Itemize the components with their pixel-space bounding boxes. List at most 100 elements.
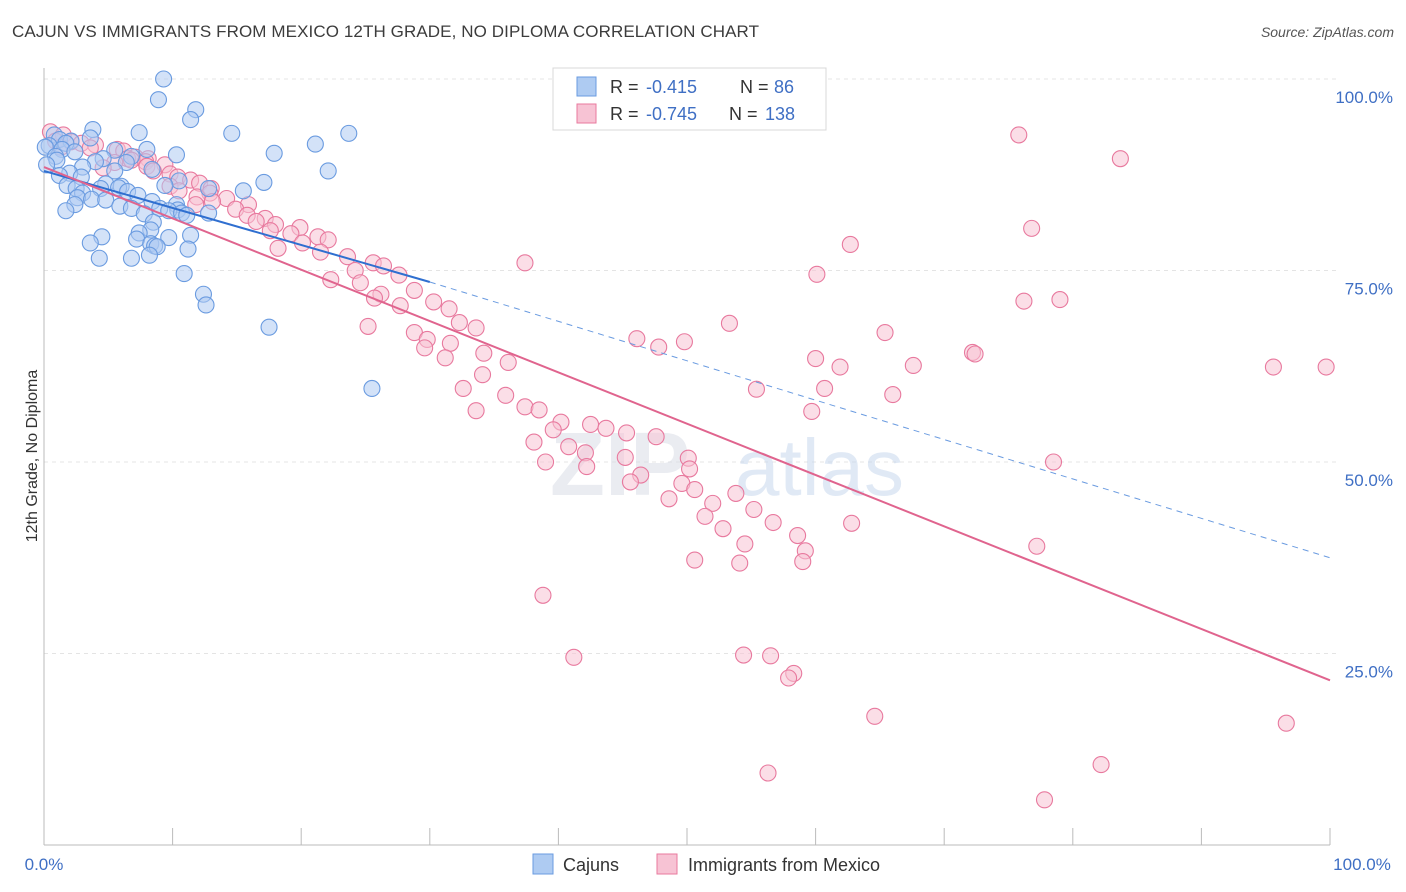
point-mexico [650, 338, 668, 356]
point-mexico [660, 490, 678, 508]
point-mexico [405, 281, 423, 299]
point-mexico [581, 415, 600, 434]
point-mexico [1051, 291, 1069, 309]
point-cajun [138, 140, 156, 159]
point-mexico [1277, 714, 1295, 732]
point-mexico [735, 646, 753, 664]
y-axis-title: 12th Grade, No Diploma [24, 370, 41, 543]
point-mexico [450, 314, 468, 332]
point-cajun [175, 265, 193, 283]
point-mexico [440, 300, 458, 318]
point-mexico [441, 334, 459, 352]
point-cajun [170, 172, 188, 190]
point-mexico [841, 235, 859, 254]
point-mexico [374, 257, 393, 275]
point-mexico [497, 386, 515, 404]
chart-title: CAJUN VS IMMIGRANTS FROM MEXICO 12TH GRA… [12, 22, 760, 41]
point-cajun [200, 179, 218, 198]
legend-n-label-mexico: N = [729, 104, 758, 124]
point-cajun [106, 141, 124, 159]
bottom-legend-swatch-cajun [532, 853, 554, 875]
point-cajun [340, 124, 358, 142]
point-mexico [794, 553, 812, 571]
x-tick-label-min: 0.0% [25, 855, 64, 874]
point-cajun [363, 379, 381, 398]
point-mexico [704, 494, 722, 512]
trend-lines [43, 166, 1331, 682]
point-cajun [179, 240, 197, 258]
point-cajun [223, 124, 241, 142]
point-cajun [128, 230, 146, 248]
point-mexico [904, 356, 922, 375]
point-mexico [416, 339, 434, 357]
point-mexico [727, 484, 745, 502]
point-mexico [1015, 292, 1033, 310]
point-mexico [525, 433, 543, 451]
trend-line-mexico [43, 166, 1331, 682]
point-mexico [647, 428, 665, 446]
point-cajun [255, 173, 273, 191]
series-legend: Cajuns Immigrants from Mexico [532, 853, 880, 875]
point-mexico [628, 330, 646, 348]
legend-r-label-mexico: R = [610, 104, 639, 124]
point-cajun [81, 129, 99, 147]
point-cajun [117, 153, 135, 172]
x-tick-label-max: 100.0% [1333, 855, 1391, 874]
point-cajun [66, 143, 84, 161]
point-mexico [686, 481, 704, 499]
point-mexico [789, 526, 807, 545]
point-mexico [536, 453, 555, 471]
point-cajun [83, 190, 101, 208]
point-cajun [156, 176, 174, 195]
point-mexico [621, 473, 639, 491]
point-cajun [167, 146, 186, 164]
point-mexico [499, 353, 517, 371]
point-cajun [81, 234, 99, 252]
point-cajun [265, 144, 283, 162]
point-mexico [808, 265, 826, 283]
point-mexico [454, 379, 472, 398]
point-mexico [359, 317, 377, 335]
point-mexico [425, 293, 443, 311]
point-mexico [565, 648, 583, 666]
point-mexico [686, 551, 704, 569]
point-mexico [764, 513, 782, 532]
point-mexico [831, 358, 849, 376]
legend-n-value-mexico: 138 [765, 104, 795, 124]
point-mexico [966, 345, 984, 363]
point-cajun [140, 246, 159, 264]
series-mexico-points [41, 123, 1335, 809]
point-mexico [319, 231, 337, 249]
point-mexico [516, 254, 534, 272]
point-mexico [884, 386, 902, 404]
point-mexico [534, 586, 552, 604]
bottom-legend-swatch-mexico [656, 853, 678, 875]
legend-r-value-cajun: -0.415 [646, 77, 697, 97]
bottom-legend-cajun: Cajuns [563, 855, 619, 875]
point-mexico [762, 647, 780, 665]
point-mexico [1044, 453, 1063, 471]
point-mexico [436, 349, 454, 367]
point-mexico [247, 212, 265, 231]
legend-n-value-cajun: 86 [774, 77, 794, 97]
y-tick-labels: 100.0% 75.0% 50.0% 25.0% [1335, 88, 1393, 682]
stats-legend: R = -0.415 N = 86 R = -0.745 N = 138 [552, 67, 827, 131]
point-cajun [319, 162, 337, 180]
point-mexico [866, 707, 884, 725]
point-mexico [1023, 219, 1041, 237]
chart-source: Source: ZipAtlas.com [1260, 24, 1394, 40]
point-mexico [696, 507, 714, 525]
legend-n-label-cajun: N = [740, 77, 769, 97]
point-mexico [530, 401, 548, 419]
point-mexico [578, 458, 596, 476]
point-mexico [1317, 358, 1335, 376]
point-cajun [182, 111, 200, 129]
point-mexico [803, 402, 821, 420]
point-mexico [681, 460, 699, 478]
point-mexico [876, 323, 894, 342]
legend-r-value-mexico: -0.745 [646, 104, 697, 124]
point-cajun [155, 70, 173, 88]
point-mexico [618, 424, 636, 442]
legend-swatch-mexico [576, 103, 597, 124]
point-mexico [843, 514, 861, 532]
